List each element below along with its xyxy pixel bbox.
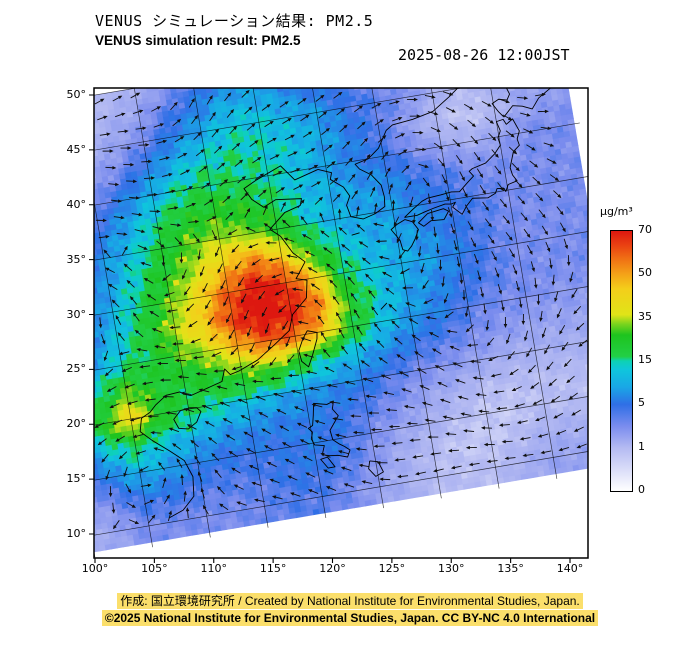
lon-axis-labels: 100° 105° 110° 115° 120° 125° 130° 135° 140° bbox=[0, 562, 700, 578]
colorbar-unit-label: μg/m³ bbox=[600, 205, 633, 218]
lat-axis-labels: 50° 45° 40° 35° 30° 25° 20° 15° 10° bbox=[40, 0, 87, 649]
lon-tick-label: 130° bbox=[438, 562, 465, 575]
lon-tick-label: 105° bbox=[141, 562, 168, 575]
timestamp: 2025-08-26 12:00JST bbox=[398, 46, 570, 64]
colorbar-tick-label: 5 bbox=[638, 396, 645, 410]
colorbar-tick-label: 0 bbox=[638, 483, 645, 496]
lat-tick-label: 15° bbox=[66, 472, 87, 486]
lat-tick-label: 50° bbox=[66, 88, 87, 101]
colorbar-tick-label: 50 bbox=[638, 266, 652, 280]
lat-tick-label: 40° bbox=[66, 197, 87, 211]
lat-tick-label: 10° bbox=[66, 527, 87, 540]
page-title-japanese: VENUS シミュレーション結果: PM2.5 bbox=[95, 12, 374, 30]
colorbar bbox=[610, 230, 633, 492]
lon-tick-label: 135° bbox=[497, 562, 524, 575]
colorbar-tick-label: 35 bbox=[638, 309, 652, 323]
lon-tick-label: 110° bbox=[200, 562, 228, 575]
colorbar-tick-labels: 0 1 5 15 35 50 70 bbox=[638, 0, 678, 649]
colorbar-tick-label: 15 bbox=[638, 353, 652, 366]
lat-tick-label: 45° bbox=[66, 142, 87, 156]
lon-tick-label: 120° bbox=[319, 562, 346, 575]
credit-line: 作成: 国立環境研究所 / Created by National Instit… bbox=[117, 593, 583, 609]
lon-tick-label: 100° bbox=[81, 562, 109, 575]
lat-tick-label: 20° bbox=[66, 417, 87, 431]
lon-tick-label: 140° bbox=[556, 562, 584, 575]
footer: 作成: 国立環境研究所 / Created by National Instit… bbox=[0, 592, 700, 626]
license-line: ©2025 National Institute for Environment… bbox=[101, 610, 599, 626]
colorbar-tick-label: 70 bbox=[638, 223, 652, 236]
lat-tick-label: 35° bbox=[66, 252, 87, 266]
lat-tick-label: 30° bbox=[66, 307, 87, 321]
colorbar-tick-label: 1 bbox=[638, 439, 645, 453]
page-title-english: VENUS simulation result: PM2.5 bbox=[95, 33, 301, 48]
lon-tick-label: 115° bbox=[259, 562, 287, 575]
lat-tick-label: 25° bbox=[66, 362, 87, 376]
lon-tick-label: 125° bbox=[378, 562, 406, 575]
